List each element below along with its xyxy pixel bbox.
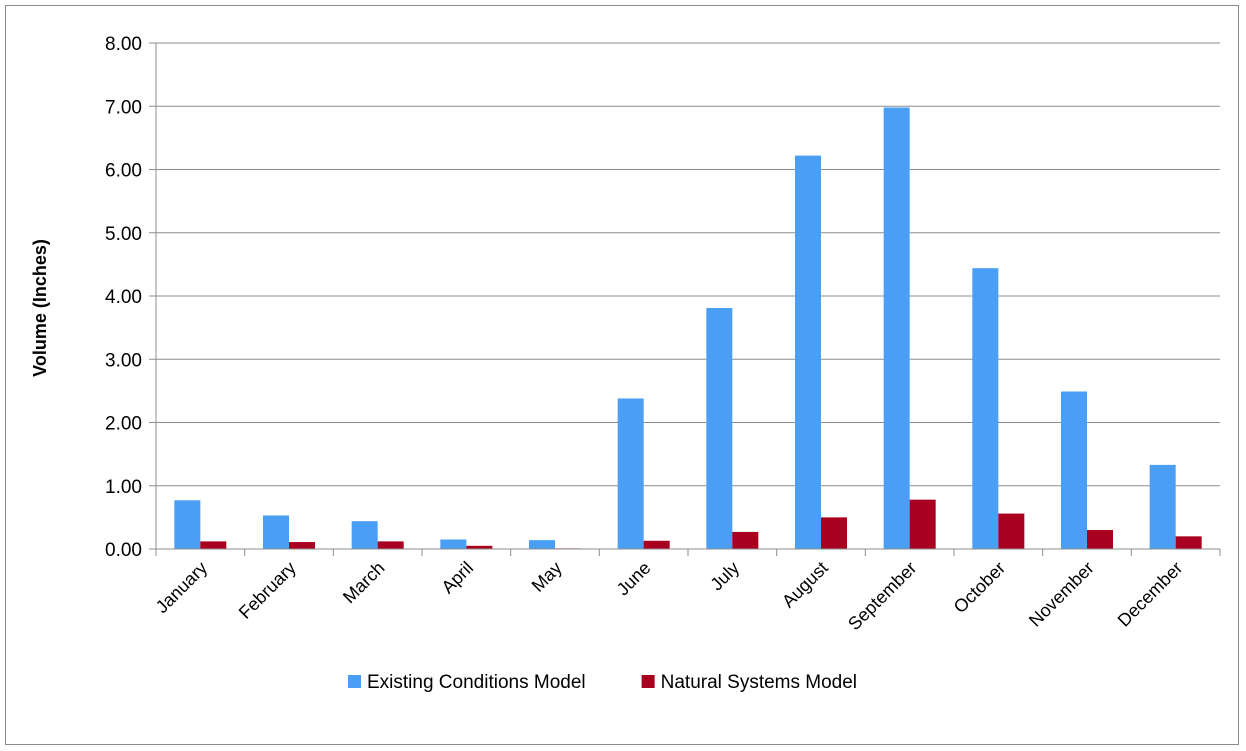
y-tick-label: 2.00	[105, 414, 142, 435]
grid-lines	[156, 42, 1220, 487]
bar-existing-conditions-model-august	[795, 155, 821, 549]
x-tick-label: January	[152, 558, 211, 617]
x-tick-label: September	[844, 558, 920, 634]
y-tick-label: 0.00	[105, 540, 142, 561]
bar-natural-systems-model-january	[200, 541, 227, 549]
legend-label: Existing Conditions Model	[367, 672, 586, 693]
bar-natural-systems-model-february	[289, 542, 315, 549]
bar-existing-conditions-model-february	[263, 515, 289, 549]
y-axis-title: Volume (Inches)	[30, 239, 50, 377]
y-tick-label: 4.00	[105, 287, 142, 308]
x-tick-label: April	[438, 558, 478, 598]
chart-frame: 0.00 1.00 2.00 3.00 4.00 5.00 6.00 7.00 8.00 Janu…	[5, 5, 1239, 745]
bar-existing-conditions-model-november	[1061, 391, 1087, 549]
x-tick-label: March	[339, 558, 389, 608]
bar-existing-conditions-model-june	[617, 398, 644, 549]
x-tick-label: July	[706, 558, 743, 595]
bar-existing-conditions-model-march	[351, 521, 378, 549]
y-tick-label: 7.00	[105, 97, 142, 118]
legend-label: Natural Systems Model	[661, 672, 857, 693]
bar-natural-systems-model-june	[643, 540, 670, 549]
x-tick-label: November	[1025, 558, 1098, 631]
bar-natural-systems-model-july	[732, 531, 759, 549]
x-tick-label: February	[235, 558, 300, 623]
y-tick-label: 6.00	[105, 161, 142, 182]
y-tick-label: 5.00	[105, 224, 142, 245]
x-tick-label: December	[1114, 558, 1187, 631]
bar-natural-systems-model-november	[1087, 530, 1113, 549]
bar-existing-conditions-model-july	[706, 308, 733, 549]
x-tick-label: June	[613, 558, 655, 600]
bar-natural-systems-model-march	[377, 541, 404, 549]
bar-natural-systems-model-december	[1175, 536, 1202, 549]
bar-natural-systems-model-april	[466, 545, 493, 549]
bar-existing-conditions-model-may	[529, 540, 555, 549]
x-tick-label: May	[528, 558, 566, 596]
bar-existing-conditions-model-january	[174, 500, 201, 549]
bar-natural-systems-model-august	[821, 517, 847, 549]
y-tick-label: 8.00	[105, 34, 142, 55]
y-tick-label: 3.00	[105, 350, 142, 371]
y-tick-label: 1.00	[105, 477, 142, 498]
bar-existing-conditions-model-april	[440, 539, 467, 549]
bar-existing-conditions-model-december	[1149, 464, 1176, 549]
legend: Existing Conditions Model Natural Systems…	[348, 672, 857, 693]
bar-natural-systems-model-october	[998, 513, 1025, 549]
bar-existing-conditions-model-october	[972, 268, 999, 549]
x-tick-label: October	[950, 558, 1009, 617]
legend-swatch	[348, 675, 361, 688]
bars	[174, 107, 1202, 549]
bar-natural-systems-model-september	[909, 499, 936, 549]
bar-existing-conditions-model-september	[883, 107, 910, 549]
bar-chart: 0.00 1.00 2.00 3.00 4.00 5.00 6.00 7.00 8.00 Janu…	[30, 34, 1221, 693]
x-tick-label: August	[778, 558, 832, 612]
legend-swatch	[641, 675, 655, 688]
